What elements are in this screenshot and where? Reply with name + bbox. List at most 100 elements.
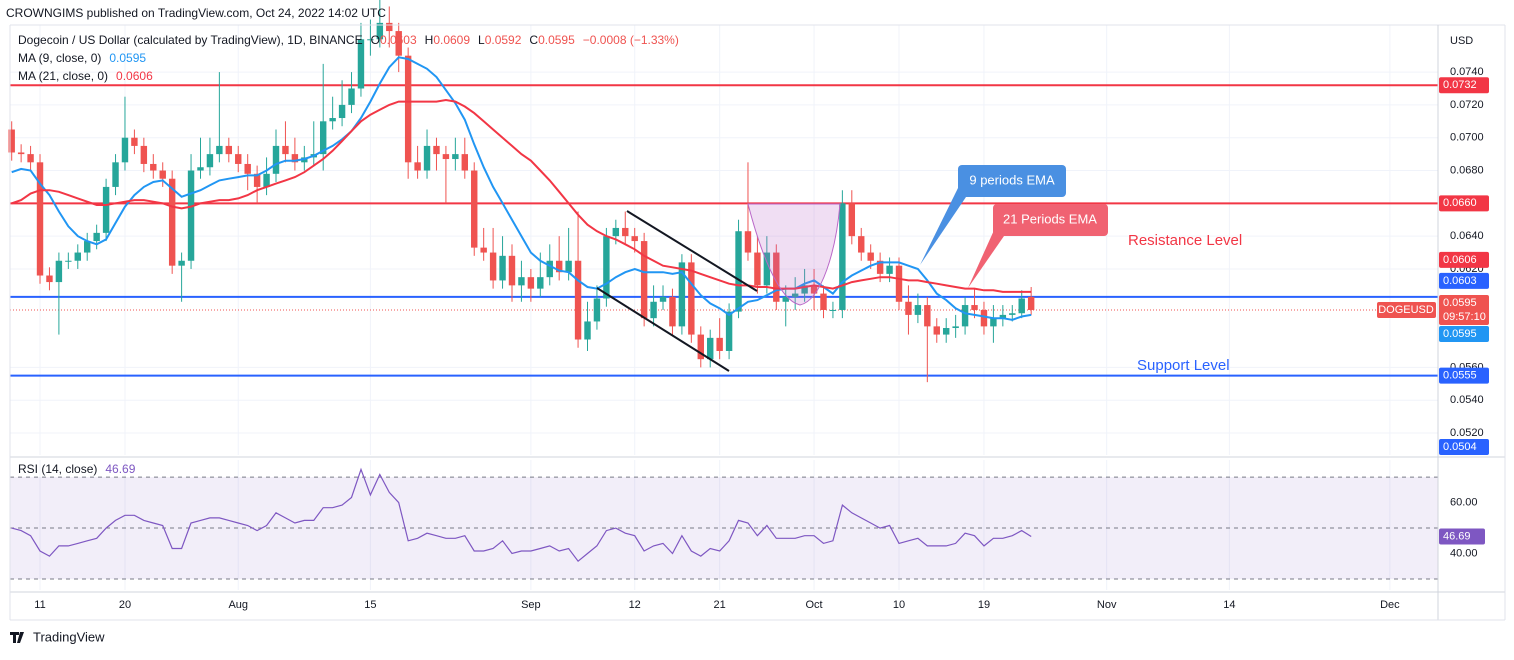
callout-box <box>958 165 1066 197</box>
overlay: Dogecoin / US Dollar (calculated by Trad… <box>18 33 1489 545</box>
candle-body <box>404 55 412 163</box>
candle-body <box>659 296 667 302</box>
channel-line <box>596 287 730 372</box>
candle-body <box>574 260 582 340</box>
price-badge <box>1439 272 1489 289</box>
candle-body <box>914 305 922 315</box>
candle-body <box>555 260 563 273</box>
y-tick-label: 0.0640 <box>1450 230 1484 242</box>
candle-body <box>65 260 72 262</box>
legend-name: MA (9, close, 0) <box>18 51 101 65</box>
callout-pointer <box>920 188 966 265</box>
candle-body <box>839 203 846 310</box>
candle-body <box>952 326 959 329</box>
candle-body <box>773 252 780 302</box>
candle-body <box>924 305 931 327</box>
resistance-label: Resistance Level <box>1128 232 1242 249</box>
candle-body <box>74 252 81 261</box>
candle-body <box>584 321 591 340</box>
legend-value: 0.0592 <box>485 33 522 47</box>
x-tick-label: 15 <box>364 599 376 611</box>
candle-body <box>801 285 808 294</box>
candle-body <box>565 260 572 273</box>
legend-key: H <box>425 33 434 47</box>
symbol-tag-text: DOGEUSD <box>1378 304 1434 316</box>
candle-body <box>820 293 827 310</box>
price-badge <box>1439 367 1489 384</box>
candle-body <box>178 260 185 266</box>
candle-body <box>291 154 299 163</box>
callout-text: 21 Periods EMA <box>1003 211 1097 226</box>
candle-body <box>1027 296 1035 310</box>
candle-body <box>36 162 44 276</box>
candle-body <box>527 277 535 289</box>
candle-body <box>688 262 695 335</box>
candle-body <box>357 39 365 89</box>
footer-logo: TradingView <box>10 629 105 644</box>
candle-body <box>433 145 440 155</box>
y-unit: USD <box>1450 35 1473 47</box>
candle-body <box>744 231 752 253</box>
y-tick-label: 0.0680 <box>1450 164 1484 176</box>
candle-body <box>244 163 251 174</box>
candle-body <box>272 145 280 174</box>
candle-body <box>631 236 638 242</box>
candle-body <box>999 314 1007 319</box>
candle-body <box>489 252 497 281</box>
candle-body <box>961 305 969 327</box>
rsi-line <box>11 467 1032 563</box>
rsi-legend: RSI (14, close) 46.69 <box>18 462 136 476</box>
legend-key: C <box>529 33 538 47</box>
candle-body <box>905 301 912 315</box>
legend-name: RSI (14, close) <box>18 462 97 476</box>
candle-body <box>150 163 157 171</box>
legend-value: 0.0609 <box>433 33 470 47</box>
y-tick-label: 0.0700 <box>1450 132 1484 144</box>
legend-change: −0.0008 (−1.33%) <box>583 33 679 47</box>
candle-body <box>810 285 818 294</box>
candle-body <box>442 154 450 160</box>
candle-body <box>725 311 733 351</box>
candle-body <box>867 252 874 261</box>
drawings: 9 periods EMA 21 Periods EMA Resistance … <box>596 165 1242 374</box>
candle-body <box>716 337 723 351</box>
legend-entry: MA (9, close, 0) 0.0595 <box>18 51 146 65</box>
price-badge <box>1439 77 1489 94</box>
candle-body <box>348 88 355 105</box>
panes: 11 20 Aug 15 Sep 12 21 Oct 10 19 Nov 14 Dec0.07400.0… <box>8 0 1484 611</box>
candle-body <box>338 104 346 119</box>
channel-line <box>626 210 758 292</box>
candle-body <box>886 265 893 274</box>
candle-body <box>471 170 478 248</box>
callout-pointer <box>968 228 1004 288</box>
candle-body <box>102 186 110 233</box>
price-badge <box>1439 195 1489 212</box>
candle-body <box>1009 313 1016 315</box>
price-badge-text: 0.0606 <box>1443 254 1477 266</box>
x-tick-label: Oct <box>805 599 822 611</box>
candle-body <box>971 305 978 310</box>
legend-value: 0.0595 <box>109 51 146 65</box>
legend-value: 0.0595 <box>538 33 575 47</box>
price-badge <box>1439 439 1489 455</box>
candle-body <box>546 260 553 278</box>
candle-body <box>367 39 374 41</box>
candle-body <box>640 241 648 319</box>
candle-body <box>791 293 799 297</box>
candle-body <box>55 260 63 283</box>
x-tick-label: 21 <box>714 599 726 611</box>
candle-body <box>452 154 459 160</box>
y-tick-label: 0.0720 <box>1450 99 1484 111</box>
legend-value: 46.69 <box>105 462 135 476</box>
ma-line <box>11 98 1032 293</box>
price-badge-text: 0.0555 <box>1443 370 1477 382</box>
candle-body <box>319 121 327 155</box>
x-tick-label: Sep <box>521 599 541 611</box>
candle-body <box>140 145 148 164</box>
candle-body <box>414 162 421 171</box>
candle-body <box>763 252 771 286</box>
candle-body <box>376 22 384 40</box>
price-badge-text: 0.0732 <box>1443 79 1477 91</box>
y-tick-label: 40.00 <box>1450 547 1478 559</box>
footer-text: TradingView <box>33 629 105 644</box>
